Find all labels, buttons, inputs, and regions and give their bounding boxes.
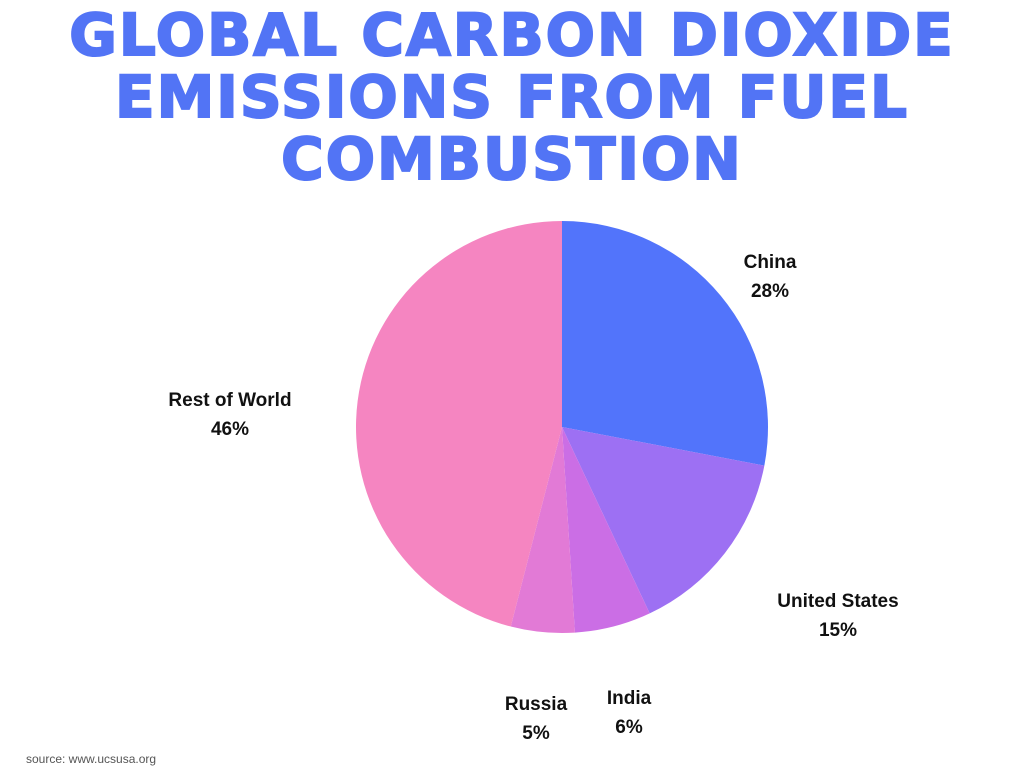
chart-title-line-3: COMBUSTION bbox=[280, 125, 743, 193]
pie-slice-rest-of-world bbox=[355, 221, 562, 627]
source-note: source: www.ucsusa.org bbox=[26, 752, 157, 766]
pie-slice-russia bbox=[510, 427, 575, 633]
pie-value-united-states: 15% bbox=[819, 620, 857, 641]
chart-title-line-2: EMISSIONS FROM FUEL bbox=[114, 63, 910, 131]
pie-label-rest-of-world: Rest of World bbox=[168, 390, 291, 411]
pie-value-china: 28% bbox=[751, 281, 789, 302]
pie-labels: China 28% United States 15% India 6% Russia 5% R… bbox=[168, 252, 898, 744]
pie-label-united-states: United States bbox=[777, 591, 898, 612]
pie-slice-china bbox=[562, 221, 769, 466]
chart-title: GLOBAL CARBON DIOXIDE EMISSIONS FROM FUE… bbox=[0, 1, 1024, 193]
pie-label-india: India bbox=[607, 688, 652, 709]
pie-label-russia: Russia bbox=[505, 694, 568, 715]
chart-title-line-1: GLOBAL CARBON DIOXIDE bbox=[68, 1, 955, 69]
pie-label-china: China bbox=[744, 252, 797, 273]
pie-slices bbox=[355, 221, 769, 633]
pie-value-india: 6% bbox=[615, 717, 643, 738]
pie-value-russia: 5% bbox=[522, 723, 550, 744]
pie-value-rest-of-world: 46% bbox=[211, 419, 249, 440]
pie-slice-united-states bbox=[562, 427, 765, 614]
pie-slice-india bbox=[562, 427, 650, 633]
